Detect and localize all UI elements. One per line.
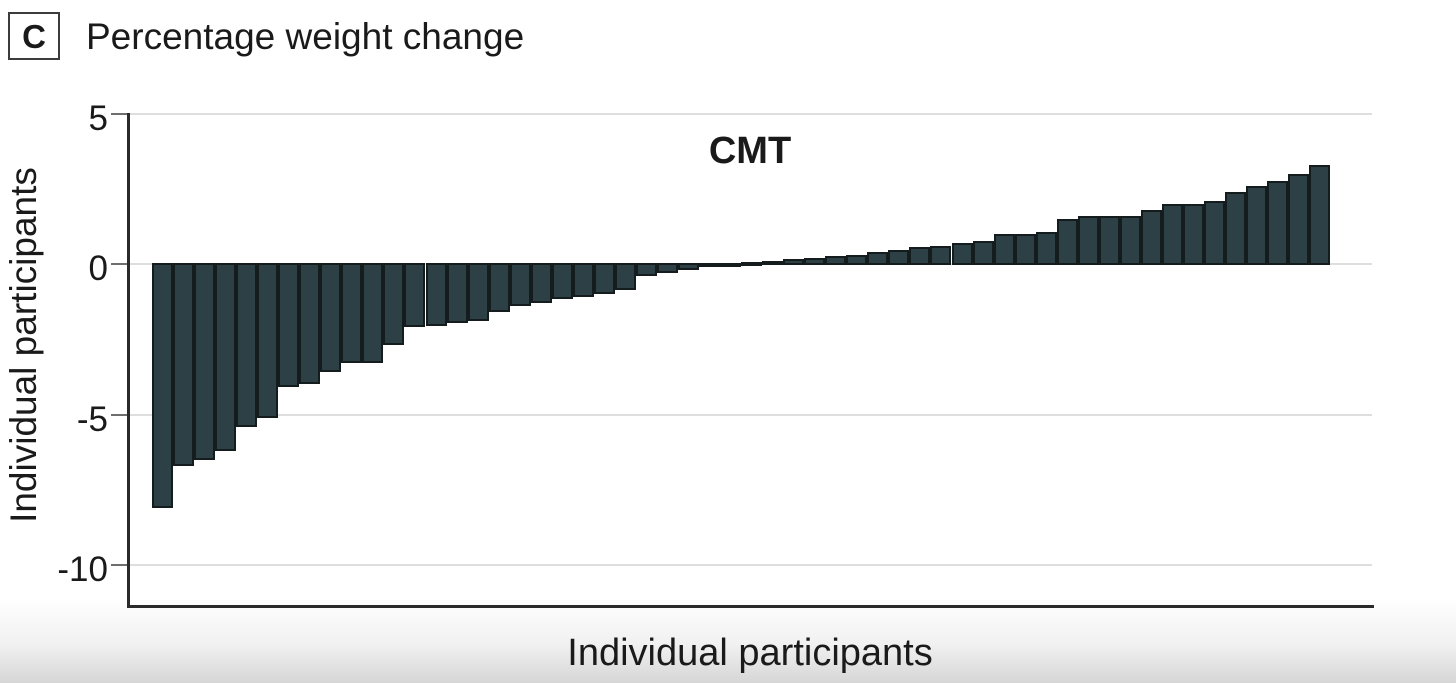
bar — [762, 261, 783, 265]
bar — [699, 263, 720, 267]
y-grid-line — [127, 414, 1372, 416]
bar — [173, 263, 194, 466]
bar — [1246, 186, 1267, 265]
bar — [468, 263, 489, 321]
bar — [909, 247, 930, 265]
bar — [973, 241, 994, 265]
bar — [1267, 181, 1288, 265]
bar — [1225, 192, 1246, 265]
bar — [930, 246, 951, 265]
y-tick-mark — [111, 113, 127, 115]
x-axis-title: Individual participants — [567, 632, 933, 674]
bar — [215, 263, 236, 451]
bar — [278, 263, 299, 387]
bar — [1183, 204, 1204, 265]
bar — [615, 263, 636, 290]
y-axis-title: Individual participants — [3, 167, 44, 523]
y-tick-label: -5 — [76, 400, 108, 439]
bar — [741, 262, 762, 266]
bar — [573, 263, 594, 297]
y-tick-mark — [111, 414, 127, 416]
bar — [341, 263, 362, 363]
bar — [1036, 232, 1057, 265]
bar — [552, 263, 573, 299]
bar — [678, 263, 699, 270]
panel-label-box: C — [8, 12, 60, 60]
bar — [720, 263, 741, 267]
bar — [783, 259, 804, 265]
bar — [531, 263, 552, 303]
bar — [952, 243, 973, 265]
bar — [447, 263, 468, 323]
bar — [299, 263, 320, 384]
bar — [636, 263, 657, 276]
bar — [383, 263, 404, 345]
bar — [1309, 165, 1330, 265]
bar — [1141, 210, 1162, 265]
y-tick-label: 5 — [88, 99, 108, 138]
bar — [510, 263, 531, 306]
x-axis-spine — [127, 605, 1374, 608]
bar — [825, 256, 846, 265]
bar — [1057, 219, 1078, 265]
bar — [994, 234, 1015, 265]
y-grid-line — [127, 564, 1372, 566]
panel-title: Percentage weight change — [86, 15, 525, 57]
y-tick-label: 0 — [88, 249, 108, 288]
footer-gradient — [0, 598, 1456, 683]
bar — [1288, 174, 1309, 265]
bar — [236, 263, 257, 427]
bar — [594, 263, 615, 294]
bar — [867, 252, 888, 265]
bar — [1120, 216, 1141, 265]
bar — [1099, 216, 1120, 265]
bar — [1204, 201, 1225, 265]
y-tick-label: -10 — [57, 550, 108, 589]
panel-header: C Percentage weight change — [8, 12, 524, 60]
bar — [257, 263, 278, 418]
bar — [194, 263, 215, 460]
bar — [152, 263, 173, 508]
bar — [1015, 234, 1036, 265]
bar — [888, 250, 909, 265]
y-tick-mark — [111, 564, 127, 566]
bar — [362, 263, 383, 363]
bar — [320, 263, 341, 372]
chart-title: CMT — [708, 130, 792, 172]
bar — [426, 263, 447, 326]
bar — [489, 263, 510, 312]
bar — [404, 263, 425, 327]
bar — [846, 255, 867, 265]
bar — [1078, 216, 1099, 265]
bar — [804, 258, 825, 265]
y-axis-spine — [127, 113, 130, 608]
y-grid-line — [127, 113, 1372, 115]
panel-label: C — [22, 17, 46, 55]
y-tick-mark — [111, 263, 127, 265]
bar — [1162, 204, 1183, 265]
bar — [657, 263, 678, 273]
